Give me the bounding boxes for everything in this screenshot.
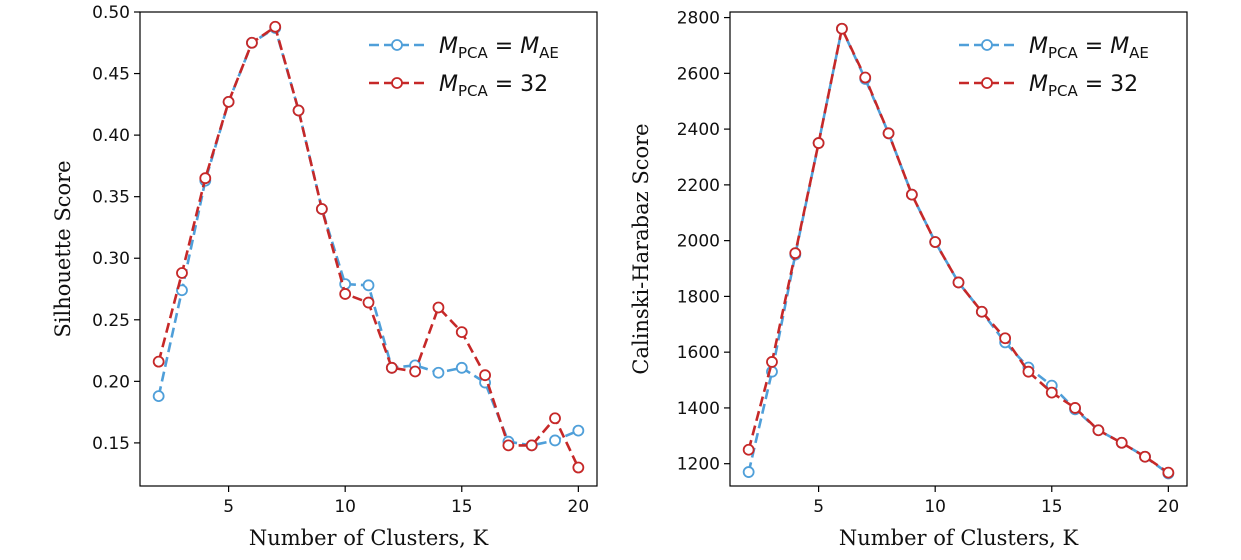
data-point xyxy=(952,276,965,289)
data-point xyxy=(269,20,282,33)
data-point xyxy=(362,296,375,309)
data-point xyxy=(432,301,445,314)
x-tick-label: 20 xyxy=(1158,497,1180,517)
y-tick-label: 0.20 xyxy=(92,372,130,392)
data-point xyxy=(292,104,305,117)
x-tick-label: 15 xyxy=(451,497,473,517)
legend: MPCA = MAE MPCA = 32 xyxy=(959,34,1149,100)
data-point xyxy=(882,127,895,140)
x-tick-label: 10 xyxy=(334,497,356,517)
data-point xyxy=(766,356,778,368)
y-tick-label: 0.30 xyxy=(92,249,130,269)
data-point xyxy=(432,366,445,379)
y-axis-label: Silhouette Score xyxy=(51,160,75,337)
data-point xyxy=(1022,365,1035,378)
data-point xyxy=(455,361,468,374)
legend: MPCA = MAE MPCA = 32 xyxy=(369,34,559,100)
x-tick-label: 15 xyxy=(1041,497,1063,517)
data-point xyxy=(929,236,942,248)
data-point xyxy=(502,439,515,452)
legend-item: MPCA = MAE xyxy=(369,34,559,62)
data-point xyxy=(409,365,422,378)
y-tick-label: 0.40 xyxy=(92,126,130,146)
data-point xyxy=(789,247,802,260)
series-m-pca-32 xyxy=(742,22,1175,479)
y-tick-label: 2600 xyxy=(677,64,720,84)
legend-label: MPCA = MAE xyxy=(1029,34,1149,62)
y-tick-label: 1800 xyxy=(677,287,720,307)
data-point xyxy=(549,412,561,425)
y-tick-label: 2000 xyxy=(677,232,720,252)
data-point xyxy=(362,279,375,292)
y-tick-label: 0.35 xyxy=(92,188,130,208)
data-point xyxy=(975,305,988,318)
legend-item: MPCA = MAE xyxy=(959,34,1149,62)
data-point xyxy=(479,369,491,382)
y-axis-label: Calinski-Harabaz Score xyxy=(629,123,653,374)
data-point xyxy=(1115,436,1128,449)
silhouette-chart: 5 10 15 20 0.15 0.20 0.25 0.30 0.35 0.40 0.45 0.50 N… xyxy=(51,3,598,550)
x-tick-label: 5 xyxy=(223,497,234,517)
data-point xyxy=(1045,386,1058,399)
data-point xyxy=(385,361,398,374)
data-point xyxy=(742,443,755,456)
data-point xyxy=(152,355,165,368)
calinski-harabaz-chart: 5 10 15 20 1200 1400 1600 1800 2000 2200 2400 2600 2… xyxy=(629,9,1188,550)
legend-item: MPCA = 32 xyxy=(369,72,548,100)
data-point xyxy=(1092,424,1105,437)
legend-item: MPCA = 32 xyxy=(959,72,1138,100)
data-point xyxy=(742,466,755,478)
data-point xyxy=(549,434,561,447)
data-point xyxy=(572,461,585,474)
x-tick-label: 5 xyxy=(813,497,824,517)
data-point xyxy=(222,95,235,108)
legend-label: MPCA = 32 xyxy=(1029,72,1138,100)
x-tick-label: 10 xyxy=(924,497,946,517)
data-point xyxy=(525,439,538,452)
data-point xyxy=(246,36,258,49)
legend-marker xyxy=(391,39,403,51)
data-point xyxy=(176,267,188,279)
data-point xyxy=(1069,402,1081,414)
data-point xyxy=(315,203,328,215)
data-point xyxy=(905,188,918,201)
legend-marker xyxy=(391,77,403,89)
x-axis-label: Number of Clusters, K xyxy=(249,526,489,550)
y-tick-label: 0.45 xyxy=(92,65,130,85)
data-point xyxy=(572,424,585,437)
x-axis-label: Number of Clusters, K xyxy=(839,526,1079,550)
y-tick-label: 2400 xyxy=(677,120,720,140)
y-tick-label: 0.15 xyxy=(92,434,130,454)
y-tick-label: 2800 xyxy=(677,9,720,29)
y-tick-label: 0.25 xyxy=(92,311,130,331)
data-point xyxy=(1139,450,1151,463)
data-point xyxy=(339,288,352,300)
y-tick-label: 1400 xyxy=(677,399,720,419)
data-point xyxy=(455,326,468,339)
legend-label: MPCA = 32 xyxy=(439,72,548,100)
legend-label: MPCA = MAE xyxy=(439,34,559,62)
y-tick-label: 2200 xyxy=(677,176,720,196)
data-point xyxy=(859,71,872,84)
plot-frame xyxy=(729,11,1188,487)
series-m-pca-32 xyxy=(152,20,585,474)
data-point xyxy=(199,172,212,185)
plot-frame xyxy=(139,11,598,487)
legend-marker xyxy=(981,77,993,89)
data-point xyxy=(812,137,825,149)
data-point xyxy=(1162,466,1175,479)
y-tick-label: 1200 xyxy=(677,455,720,475)
y-tick-label: 0.50 xyxy=(92,3,130,23)
data-point xyxy=(836,22,848,35)
y-tick-label: 1600 xyxy=(677,343,720,363)
data-point xyxy=(999,332,1012,345)
x-tick-label: 20 xyxy=(568,497,590,517)
data-point xyxy=(152,390,165,403)
legend-marker xyxy=(981,39,993,51)
